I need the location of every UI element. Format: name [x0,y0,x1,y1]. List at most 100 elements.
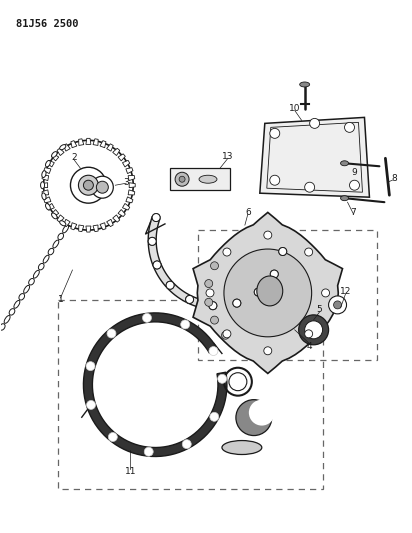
Circle shape [181,320,190,329]
Circle shape [185,295,194,303]
Ellipse shape [52,151,57,157]
Polygon shape [52,209,59,216]
Polygon shape [148,216,287,310]
Ellipse shape [4,316,10,324]
Circle shape [249,400,275,425]
Polygon shape [128,190,135,195]
Polygon shape [44,197,51,203]
Polygon shape [57,215,64,222]
Polygon shape [118,154,125,161]
Ellipse shape [38,263,44,270]
Circle shape [222,331,229,339]
Circle shape [279,247,287,255]
Ellipse shape [257,276,283,306]
Circle shape [166,281,174,289]
Ellipse shape [33,270,39,278]
Polygon shape [71,141,77,148]
Circle shape [211,262,218,270]
Circle shape [223,248,231,256]
Ellipse shape [60,221,66,226]
Circle shape [211,316,218,324]
Circle shape [206,289,214,297]
Text: 13: 13 [222,152,234,161]
Circle shape [310,118,320,128]
Circle shape [254,288,262,296]
Text: 7: 7 [351,208,356,216]
Polygon shape [42,183,48,188]
Polygon shape [52,154,59,161]
Polygon shape [93,139,98,146]
Polygon shape [100,223,106,230]
Circle shape [144,447,153,456]
Polygon shape [128,175,135,181]
Ellipse shape [48,248,54,255]
Circle shape [143,313,152,322]
Ellipse shape [60,144,66,150]
Ellipse shape [45,160,50,167]
Circle shape [87,400,96,409]
Circle shape [91,176,113,198]
Circle shape [270,175,280,185]
Ellipse shape [23,285,30,293]
Circle shape [83,180,94,190]
Polygon shape [113,215,120,222]
Circle shape [233,299,241,307]
Ellipse shape [222,441,262,455]
Text: 10: 10 [289,104,300,113]
Text: 9: 9 [351,168,357,177]
Circle shape [270,270,278,278]
Ellipse shape [341,196,349,200]
Ellipse shape [45,204,50,210]
Polygon shape [63,219,70,227]
Circle shape [86,362,95,370]
Circle shape [148,237,156,245]
Circle shape [175,172,189,186]
Polygon shape [260,117,370,197]
Circle shape [322,289,330,297]
Polygon shape [93,225,98,232]
Circle shape [152,214,160,222]
Circle shape [218,374,227,383]
FancyBboxPatch shape [170,168,230,190]
Circle shape [205,280,213,288]
Circle shape [107,329,116,338]
Circle shape [148,237,156,245]
Circle shape [209,302,217,310]
Circle shape [344,123,354,132]
Circle shape [299,315,329,345]
Polygon shape [42,175,49,181]
Ellipse shape [43,255,49,263]
Text: 8: 8 [391,174,397,183]
Circle shape [96,181,108,193]
Circle shape [279,247,287,255]
Polygon shape [107,144,113,151]
Ellipse shape [63,225,68,233]
Circle shape [304,321,323,339]
Polygon shape [47,204,54,210]
Polygon shape [86,226,91,232]
Circle shape [185,295,194,303]
Ellipse shape [58,233,63,240]
Circle shape [209,346,218,356]
Ellipse shape [19,294,25,300]
Text: 81J56 2500: 81J56 2500 [16,19,78,29]
Circle shape [44,140,133,230]
Text: 11: 11 [124,467,136,476]
Circle shape [349,180,360,190]
Ellipse shape [9,309,15,315]
Circle shape [108,432,117,441]
Ellipse shape [341,161,349,166]
Polygon shape [63,144,70,151]
Polygon shape [118,209,125,216]
Polygon shape [107,219,113,227]
Circle shape [305,248,313,256]
Ellipse shape [300,82,310,87]
Circle shape [305,330,313,338]
Text: 12: 12 [340,287,351,296]
Text: 4: 4 [307,342,312,351]
Circle shape [70,167,106,203]
Polygon shape [126,168,133,174]
Circle shape [78,175,98,195]
Circle shape [264,231,272,239]
Circle shape [264,347,272,355]
